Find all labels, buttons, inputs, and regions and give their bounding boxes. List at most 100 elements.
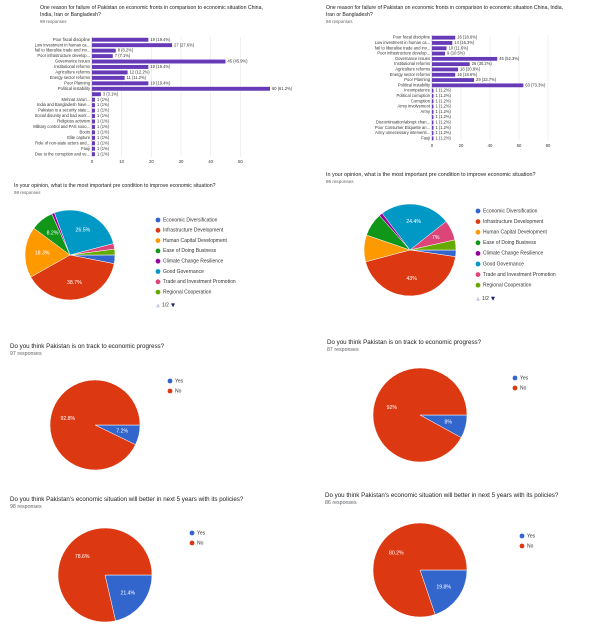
bar [92, 75, 125, 80]
bar [92, 119, 95, 124]
legend-label: No [527, 543, 534, 549]
legend-label: Yes [197, 530, 206, 536]
chart-title: Do you think Pakistan's economic situati… [10, 496, 244, 503]
category-label: Role of non-state actors and... [35, 140, 90, 145]
bar [92, 59, 226, 64]
pager-down [171, 303, 175, 308]
legend-marker [475, 261, 481, 267]
category-label: Governance issues [395, 56, 430, 61]
legend-label: Regional Cooperation [483, 283, 532, 289]
value-label: 1 (1%) [97, 108, 110, 113]
bar [432, 56, 498, 61]
legend-label: Trade and Investment Promotion [163, 279, 236, 285]
x-tick-label: 30 [179, 159, 184, 164]
value-label: 11 (11.2%) [127, 75, 147, 80]
legend-label: Infrastructure Development [483, 219, 544, 225]
category-label: Institutional reforms [54, 64, 90, 69]
category-label: fail to liberalise trade and inv... [35, 48, 90, 53]
bar [92, 108, 95, 113]
x-tick-label: 80 [546, 143, 551, 148]
value-label: 19 (19.4%) [150, 80, 171, 85]
legend-label: No [197, 540, 204, 546]
bar [92, 152, 95, 157]
value-label: 1 (1%) [97, 135, 110, 140]
x-tick-label: 40 [488, 143, 493, 148]
bar [92, 130, 95, 135]
value-label: 3 (3.1%) [103, 91, 119, 96]
legend-marker [167, 388, 173, 394]
responses: 86 responses [326, 179, 354, 185]
bar [432, 131, 434, 135]
legend-label: Economic Diversification [483, 208, 538, 214]
responses: 86 responses [326, 18, 353, 24]
bar [432, 62, 470, 67]
legend-marker [155, 289, 161, 295]
value-label: 45 (52.3%) [499, 56, 520, 61]
pie-slice [24, 227, 71, 278]
value-label: 1 (1.2%) [435, 125, 451, 130]
legend-label: Trade and Investment Promotion [483, 272, 556, 278]
value-label: 1 (1%) [97, 97, 110, 102]
category-label: Political instability [58, 86, 91, 91]
value-label: 1 (1.2%) [435, 135, 451, 140]
legend-marker [155, 248, 161, 254]
slice-label: 43% [406, 276, 417, 282]
category-label: Political corruption [397, 93, 431, 98]
value-label: 1 (1%) [97, 113, 110, 118]
bar [432, 35, 456, 40]
pie-slice [69, 248, 116, 256]
category-label: Social disunity and bad work... [35, 113, 90, 118]
category-label: Governance issues [55, 59, 90, 64]
bar [92, 54, 113, 59]
chart-title: In your opinion, what is the most import… [14, 183, 216, 189]
legend-marker [519, 533, 525, 539]
legend-marker [167, 378, 173, 384]
legend-marker [189, 540, 195, 546]
slice-label: 8% [444, 420, 452, 426]
value-label: 63 (73.3%) [525, 82, 546, 87]
legend-pager: 1/2 [482, 296, 489, 302]
legend-marker [475, 272, 481, 277]
value-label: 1 (1%) [97, 102, 110, 107]
x-tick-label: 40 [208, 159, 213, 164]
bar [92, 97, 95, 102]
bar [432, 83, 524, 88]
x-tick-label: 20 [149, 159, 154, 164]
chart-title: Do you think Pakistan's economic situati… [325, 492, 559, 499]
chart-title: Do you think Pakistan is on track to eco… [327, 339, 482, 346]
chart-header: Do you think Pakistan is on track to eco… [327, 339, 587, 354]
legend-marker [519, 543, 525, 549]
responses: 98 responses [14, 189, 41, 195]
category-label: Military control and PAS sooo... [33, 124, 90, 129]
pie-slice [409, 239, 457, 251]
value-label: 1 (1%) [97, 146, 110, 151]
responses: 97 responses [10, 351, 42, 358]
category-label: Due to the corruption and ve... [35, 151, 90, 156]
value-label: 1 (1.2%) [435, 109, 451, 114]
chart-header: In your opinion, what is the most import… [14, 183, 274, 195]
responses: 87 responses [327, 347, 359, 354]
bar [432, 78, 475, 82]
pie-slice [419, 569, 468, 615]
category-label: Poor Planning [64, 80, 90, 85]
bar [92, 81, 149, 86]
category-label: Energy sector reforms [50, 75, 90, 80]
value-label: 19 (19.4%) [150, 37, 171, 42]
legend-label: Climate Change Resilience [483, 251, 544, 257]
legend-label: Human Capital Development [163, 238, 228, 244]
legend-marker [155, 258, 161, 264]
legend-marker [475, 240, 481, 246]
bar [432, 72, 456, 77]
slice-label: 21.4% [120, 591, 135, 597]
bar [432, 67, 459, 72]
x-tick-label: 20 [459, 143, 464, 148]
bar [432, 120, 434, 125]
chart-title: In your opinion, what is the most import… [326, 172, 536, 178]
category-label: Poor Planning [404, 77, 430, 82]
category-label: Incompetence [404, 88, 430, 93]
category-label: Elite capture [67, 135, 90, 140]
category-label: Energy sector reforms [390, 72, 430, 77]
category-label: Mehnat zaruri... [62, 97, 90, 102]
chart-header: In your opinion, what is the most import… [326, 172, 588, 185]
bar [432, 104, 434, 109]
